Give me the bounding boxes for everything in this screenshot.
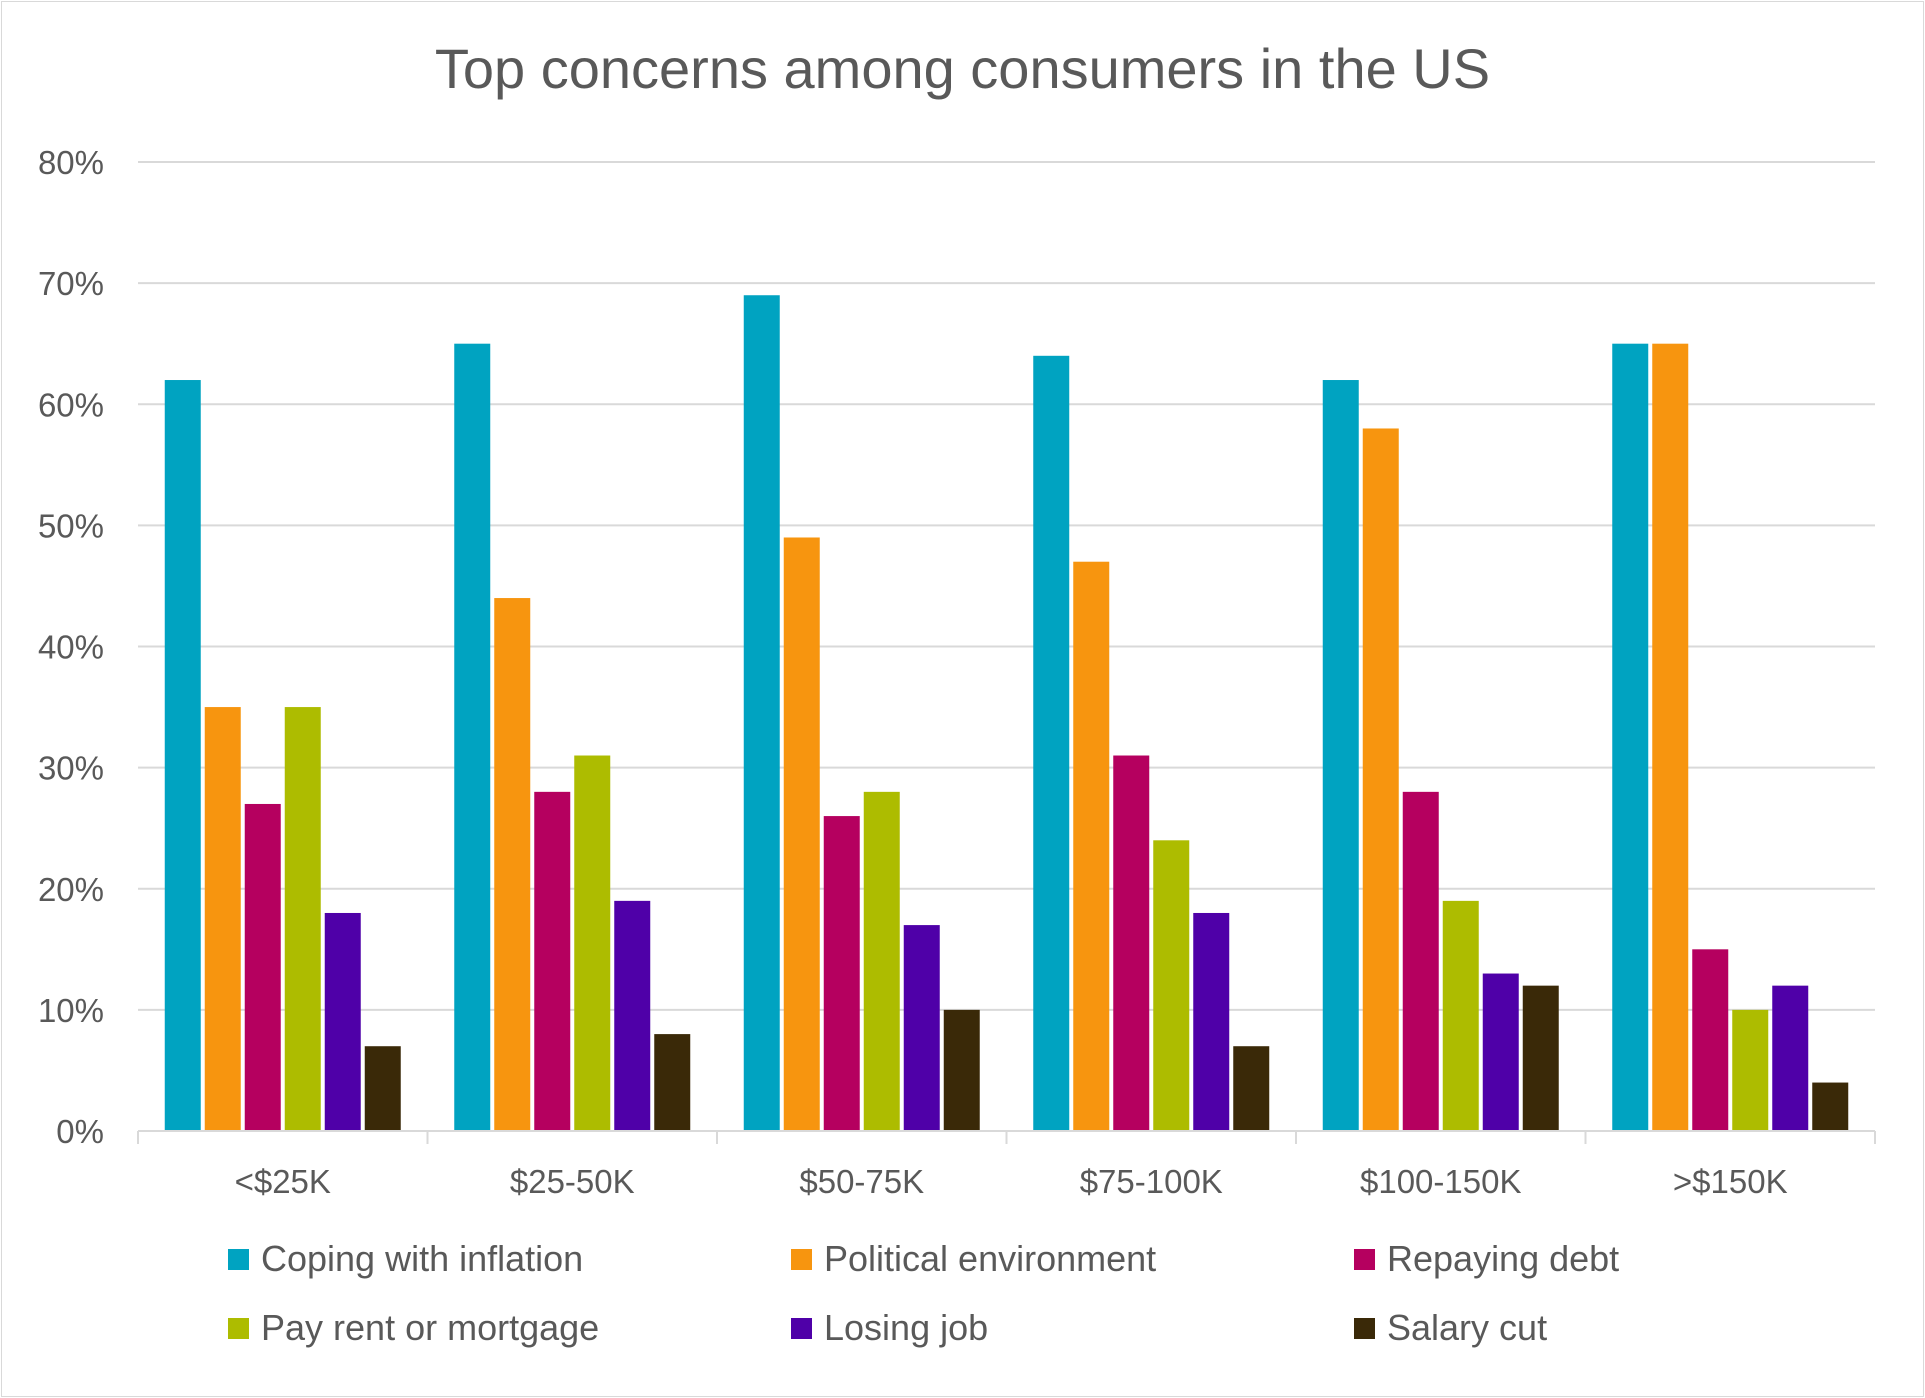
bar bbox=[1482, 973, 1519, 1131]
legend-item: Salary cut bbox=[1354, 1307, 1917, 1349]
bar bbox=[1772, 985, 1809, 1131]
x-tick-label: $100-150K bbox=[1360, 1163, 1521, 1200]
bar bbox=[1612, 343, 1649, 1131]
bar bbox=[534, 791, 571, 1131]
legend-swatch bbox=[1354, 1248, 1375, 1270]
bar bbox=[1233, 1046, 1270, 1131]
y-axis-ticks: 0% 10% 20% 30% 40% 50% 60% 70% 80% bbox=[38, 144, 104, 1150]
bar bbox=[1812, 1082, 1849, 1131]
bars bbox=[164, 295, 1849, 1132]
bar bbox=[204, 707, 241, 1131]
y-tick-label: 0% bbox=[56, 1113, 104, 1150]
bar bbox=[783, 537, 820, 1131]
legend-swatch bbox=[228, 1248, 249, 1270]
y-tick-label: 20% bbox=[38, 871, 104, 908]
bar bbox=[454, 343, 491, 1131]
bar bbox=[574, 755, 611, 1131]
y-tick-label: 80% bbox=[38, 144, 104, 181]
bar bbox=[1193, 912, 1230, 1131]
legend-label: Repaying debt bbox=[1387, 1238, 1620, 1279]
y-tick-label: 30% bbox=[38, 750, 104, 787]
bar bbox=[823, 816, 860, 1131]
legend-swatch bbox=[791, 1248, 812, 1270]
bar bbox=[614, 900, 651, 1131]
y-tick-label: 40% bbox=[38, 629, 104, 666]
bar bbox=[1362, 428, 1399, 1132]
x-tick-label: >$150K bbox=[1673, 1163, 1788, 1200]
bar bbox=[654, 1034, 691, 1131]
bar bbox=[1322, 380, 1359, 1131]
y-tick-label: 10% bbox=[38, 992, 104, 1029]
legend-swatch bbox=[1354, 1317, 1375, 1339]
legend-swatch bbox=[791, 1317, 812, 1339]
bar bbox=[1522, 985, 1559, 1131]
legend-label: Political environment bbox=[824, 1238, 1157, 1279]
bar bbox=[1153, 840, 1190, 1131]
x-tick-label: <$25K bbox=[235, 1163, 331, 1200]
legend-label: Losing job bbox=[824, 1307, 989, 1348]
legend-label: Pay rent or mortgage bbox=[261, 1307, 600, 1348]
bar bbox=[1073, 561, 1110, 1131]
x-tick-label: $50-75K bbox=[799, 1163, 924, 1200]
legend-item: Political environment bbox=[791, 1238, 1354, 1280]
bar bbox=[903, 925, 940, 1131]
legend-item: Coping with inflation bbox=[228, 1238, 791, 1280]
bar bbox=[1692, 949, 1729, 1131]
bar bbox=[1442, 900, 1479, 1131]
gridlines bbox=[138, 161, 1875, 1011]
legend-swatch bbox=[228, 1317, 249, 1339]
x-tick-label: $75-100K bbox=[1080, 1163, 1223, 1200]
bar bbox=[1033, 355, 1070, 1131]
chart-title: Top concerns among consumers in the US bbox=[434, 37, 1491, 100]
bar bbox=[743, 295, 780, 1131]
bar bbox=[164, 380, 201, 1131]
y-tick-label: 50% bbox=[38, 507, 104, 544]
bar bbox=[1402, 791, 1439, 1131]
x-tick-label: $25-50K bbox=[510, 1163, 635, 1200]
legend-item: Pay rent or mortgage bbox=[228, 1307, 791, 1349]
bar bbox=[364, 1046, 401, 1131]
legend-item: Losing job bbox=[791, 1307, 1354, 1349]
bar bbox=[863, 791, 900, 1131]
bar bbox=[244, 803, 281, 1131]
y-tick-label: 70% bbox=[38, 265, 104, 302]
y-tick-label: 60% bbox=[38, 386, 104, 423]
x-axis: <$25K $25-50K $50-75K $75-100K $100-150K >$15… bbox=[137, 1130, 1876, 1200]
bar bbox=[284, 707, 321, 1131]
legend: Coping with inflation Political environme… bbox=[228, 1238, 1925, 1349]
bar bbox=[1652, 343, 1689, 1131]
legend-label: Coping with inflation bbox=[261, 1238, 584, 1279]
legend-item: Repaying debt bbox=[1354, 1238, 1917, 1280]
bar bbox=[494, 598, 531, 1131]
bar bbox=[324, 912, 361, 1131]
legend-label: Salary cut bbox=[1387, 1307, 1548, 1348]
bar bbox=[1732, 1009, 1769, 1131]
bar bbox=[1113, 755, 1150, 1131]
bar bbox=[943, 1009, 980, 1131]
